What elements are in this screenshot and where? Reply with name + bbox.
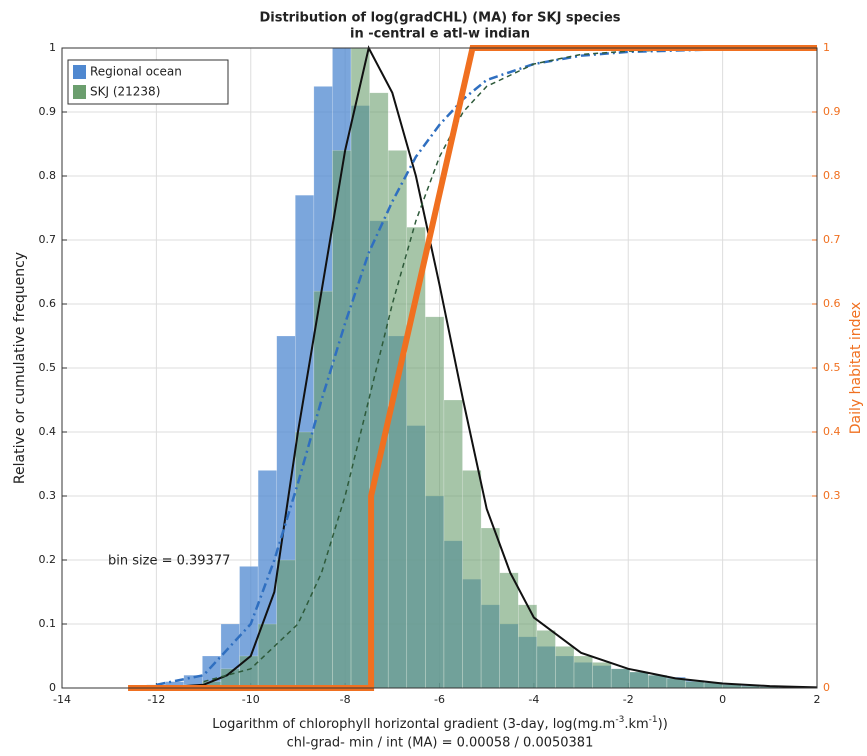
y2-tick-label: 0.9	[823, 105, 841, 118]
y-tick-label: 0.5	[39, 361, 57, 374]
y2-tick-label: 0.7	[823, 233, 841, 246]
y-tick-label: 0.8	[39, 169, 57, 182]
bar	[425, 316, 445, 689]
bar	[629, 671, 649, 689]
bar	[480, 527, 500, 689]
x-label-part: .km	[624, 717, 648, 732]
y-tick-label: 1	[49, 41, 56, 54]
x-label-part: Logarithm of chlorophyll horizontal grad…	[212, 717, 615, 732]
bar	[555, 646, 575, 689]
x-tick-label: -14	[53, 693, 71, 706]
y2-tick-label: 0.4	[823, 425, 841, 438]
y2-tick-label: 0	[823, 681, 830, 694]
x-tick-label: 0	[719, 693, 726, 706]
annotation: bin size = 0.39377	[108, 554, 230, 569]
y-tick-label: 0.9	[39, 105, 57, 118]
legend-label: Regional ocean	[90, 65, 182, 79]
y2-tick-label: 0.5	[823, 361, 841, 374]
bar	[462, 470, 482, 689]
x-axis-label: Logarithm of chlorophyll horizontal grad…	[212, 715, 668, 732]
x-label-part: -3	[615, 715, 624, 725]
bar	[332, 150, 352, 689]
bar	[443, 399, 463, 689]
x-tick-label: 2	[814, 693, 821, 706]
x-tick-label: -6	[434, 693, 445, 706]
bar	[350, 47, 370, 689]
bar	[257, 623, 277, 689]
bar	[313, 290, 333, 689]
y-tick-label: 0.1	[39, 617, 57, 630]
chart-subtitle: in -central e atl-w indian	[350, 27, 530, 42]
bar	[573, 655, 593, 689]
y2-tick-label: 0.8	[823, 169, 841, 182]
plot-frame	[61, 47, 818, 689]
y-tick-label: 0.3	[39, 489, 57, 502]
legend-box	[67, 59, 229, 105]
y2-tick-label: 0.3	[823, 489, 841, 502]
y-tick-label: 0.7	[39, 233, 57, 246]
bar	[536, 630, 556, 689]
bar	[239, 655, 259, 689]
curve	[156, 45, 818, 689]
x-tick-label: -8	[340, 693, 351, 706]
y-axis-label: Relative or cumulative frequency	[12, 252, 28, 484]
x-tick-label: -10	[242, 693, 260, 706]
y2-tick-label: 1	[823, 41, 830, 54]
x-tick-label: -4	[528, 693, 539, 706]
legend-label: SKJ (21238)	[90, 85, 160, 99]
y2-axis-label: Daily habitat index	[848, 302, 864, 434]
y-tick-label: 0	[49, 681, 56, 694]
bar	[685, 681, 705, 689]
x-tick-label: -2	[623, 693, 634, 706]
y-tick-label: 0.6	[39, 297, 57, 310]
x-label-part: -1	[649, 715, 658, 725]
y-tick-label: 0.4	[39, 425, 57, 438]
bar	[648, 674, 668, 689]
x-axis-label-2: chl-grad- min / int (MA) = 0.00058 / 0.0…	[287, 736, 594, 751]
curve	[156, 46, 818, 687]
curve	[203, 47, 818, 683]
bar	[499, 572, 519, 689]
bar	[592, 662, 612, 689]
bar	[276, 559, 296, 689]
bar	[610, 668, 631, 689]
bar	[295, 431, 315, 689]
x-label-part: ))	[658, 717, 668, 732]
y-tick-label: 0.2	[39, 553, 57, 566]
y2-tick-label: 0.6	[823, 297, 841, 310]
legend-swatch	[73, 65, 86, 79]
x-tick-label: -12	[147, 693, 165, 706]
legend-swatch	[73, 85, 86, 99]
chart-title: Distribution of log(gradCHL) (MA) for SK…	[259, 11, 620, 26]
